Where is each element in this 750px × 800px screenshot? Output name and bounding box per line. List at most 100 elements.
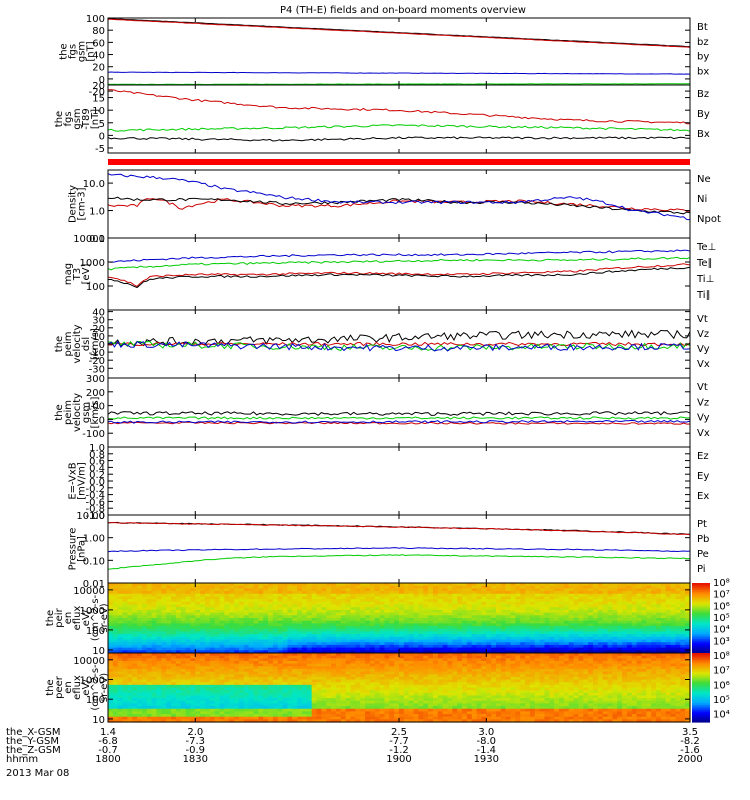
heatmap-cell (209, 604, 216, 608)
heatmap-cell (161, 607, 167, 611)
heatmap-cell (219, 653, 225, 657)
heatmap-cell (345, 682, 352, 686)
heatmap-cell (190, 708, 196, 712)
heatmap-cell (345, 628, 352, 633)
heatmap-cell (243, 623, 250, 627)
heatmap-cell (171, 650, 177, 654)
heatmap-cell (205, 601, 211, 606)
heatmap-cell (588, 644, 594, 649)
heatmap-cell (326, 620, 332, 624)
heatmap-cell (631, 620, 638, 624)
heatmap-cell (195, 601, 201, 606)
heatmap-cell (127, 591, 133, 595)
heatmap-cell (302, 679, 308, 683)
heatmap-cell (432, 644, 439, 649)
heatmap-cell (272, 650, 279, 654)
heatmap-cell (311, 644, 318, 649)
heatmap-cell (141, 663, 148, 667)
heatmap-cell (195, 703, 201, 707)
heatmap-cell (209, 679, 216, 683)
heatmap-cell (413, 609, 419, 614)
heatmap-cell (345, 711, 352, 715)
heatmap-cell (175, 636, 182, 641)
heatmap-cell (408, 623, 415, 627)
heatmap-cell (258, 708, 264, 712)
heatmap-cell (268, 703, 274, 707)
heatmap-cell (529, 647, 536, 651)
heatmap-cell (326, 639, 332, 643)
heatmap-cell (568, 615, 575, 619)
heatmap-cell (471, 585, 478, 589)
heatmap-cell (161, 698, 167, 702)
heatmap-cell (306, 711, 313, 715)
heatmap-cell (122, 682, 128, 686)
heatmap-cell (520, 644, 526, 649)
heatmap-cell (302, 676, 308, 681)
heatmap-cell (573, 642, 580, 646)
heatmap-cell (146, 628, 153, 633)
heatmap-cell (316, 644, 322, 649)
heatmap-cell (432, 607, 439, 611)
heatmap-cell (442, 593, 449, 598)
y-tick-label: 0.6 (89, 457, 105, 468)
heatmap-cell (175, 679, 182, 683)
heatmap-cell (238, 668, 245, 673)
heatmap-cell (588, 604, 594, 608)
heatmap-cell (127, 692, 133, 697)
heatmap-cell (413, 631, 419, 635)
heatmap-cell (297, 687, 303, 691)
heatmap-cell (491, 639, 497, 643)
heatmap-cell (112, 714, 119, 718)
heatmap-cell (311, 711, 318, 715)
heatmap-cell (287, 612, 293, 616)
heatmap-cell (442, 612, 449, 616)
heatmap-cell (374, 653, 381, 657)
heatmap-cell (675, 593, 681, 598)
heatmap-cell (403, 593, 410, 598)
heatmap-cell (403, 607, 410, 611)
colorbar-cell (692, 651, 710, 654)
heatmap-cell (234, 604, 240, 608)
heatmap-cell (500, 601, 507, 606)
heatmap-cell (156, 585, 162, 589)
heatmap-cell (384, 636, 390, 641)
heatmap-cell (573, 615, 580, 619)
heatmap-cell (234, 698, 240, 702)
heatmap-cell (350, 660, 356, 665)
heatmap-cell (680, 588, 686, 592)
heatmap-cell (500, 618, 507, 622)
heatmap-cell (374, 682, 381, 686)
heatmap-cell (258, 650, 264, 654)
heatmap-cell (496, 596, 502, 600)
heatmap-cell (171, 684, 177, 689)
heatmap-cell (311, 583, 318, 587)
heatmap-cell (151, 599, 158, 603)
heatmap-cell (292, 682, 298, 686)
heatmap-cell (127, 650, 133, 654)
heatmap-cell (268, 700, 274, 705)
heatmap-cell (263, 604, 269, 608)
heatmap-cell (287, 631, 293, 635)
heatmap-cell (505, 626, 512, 630)
heatmap-cell (660, 631, 667, 635)
heatmap-cell (205, 711, 211, 715)
heatmap-cell (462, 631, 468, 635)
heatmap-cell (117, 716, 124, 720)
heatmap-cell (486, 626, 492, 630)
heatmap-cell (161, 703, 167, 707)
heatmap-cell (578, 644, 584, 649)
heatmap-cell (219, 716, 225, 720)
heatmap-cell (263, 679, 269, 683)
heatmap-cell (292, 655, 298, 659)
heatmap-cell (209, 593, 216, 598)
heatmap-cell (544, 591, 550, 595)
heatmap-cell (413, 583, 419, 587)
heatmap-cell (563, 607, 570, 611)
heatmap-cell (243, 585, 250, 589)
heatmap-cell (636, 615, 643, 619)
heatmap-cell (238, 615, 245, 619)
heatmap-cell (588, 596, 594, 600)
heatmap-cell (529, 596, 536, 600)
heatmap-cell (156, 599, 162, 603)
heatmap-cell (597, 588, 604, 592)
